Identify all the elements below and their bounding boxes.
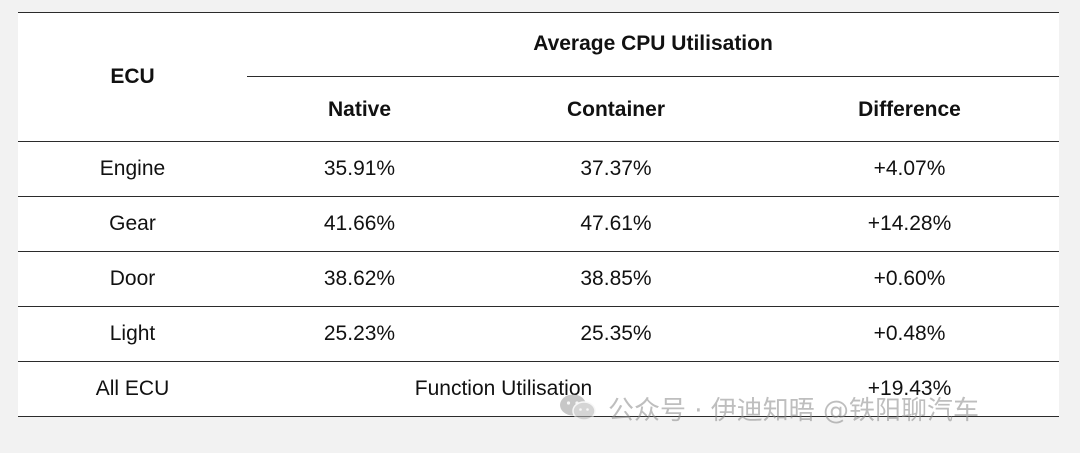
cell-native: 41.66% <box>323 211 396 235</box>
header-ecu: ECU <box>110 64 155 88</box>
cell-container: 38.85% <box>580 266 652 290</box>
cell-difference: +4.07% <box>873 156 946 180</box>
cell-ecu: Light <box>109 321 156 345</box>
header-bottom-rule <box>18 141 1059 142</box>
header-container: Container <box>566 97 665 121</box>
cell-difference: +0.48% <box>873 321 946 345</box>
cell-ecu: Gear <box>109 211 156 235</box>
wechat-icon <box>560 394 596 421</box>
watermark-text: 公众号 · 伊迪知晤 @铁阳聊汽车 <box>608 395 980 426</box>
header-native: Native <box>327 97 392 121</box>
table-top-rule <box>18 12 1059 13</box>
cell-native: 35.91% <box>323 156 396 180</box>
cell-ecu: Engine <box>99 156 166 180</box>
cell-container: 37.37% <box>580 156 652 180</box>
cell-function-utilisation: Function Utilisation <box>414 376 593 400</box>
row-divider <box>18 196 1059 197</box>
cell-ecu: Door <box>109 266 156 290</box>
cell-container: 47.61% <box>580 211 652 235</box>
header-difference: Difference <box>858 97 961 121</box>
row-divider <box>18 251 1059 252</box>
table-bottom-rule <box>18 416 1059 417</box>
header-average-cpu-utilisation: Average CPU Utilisation <box>533 32 773 55</box>
row-divider <box>18 306 1059 307</box>
cell-difference: +14.28% <box>867 211 952 235</box>
cell-container: 25.35% <box>580 321 652 345</box>
row-divider <box>18 361 1059 362</box>
cell-difference: +0.60% <box>873 266 946 290</box>
group-header-rule <box>247 76 1059 77</box>
watermark: 公众号 · 伊迪知晤 @铁阳聊汽车 <box>558 386 979 430</box>
cell-difference-total: +19.43% <box>867 376 952 400</box>
cell-ecu-all: All ECU <box>95 376 170 400</box>
table-card: ECU Average CPU Utilisation Native Conta… <box>18 12 1059 417</box>
cell-native: 25.23% <box>323 321 396 345</box>
cell-native: 38.62% <box>323 266 396 290</box>
